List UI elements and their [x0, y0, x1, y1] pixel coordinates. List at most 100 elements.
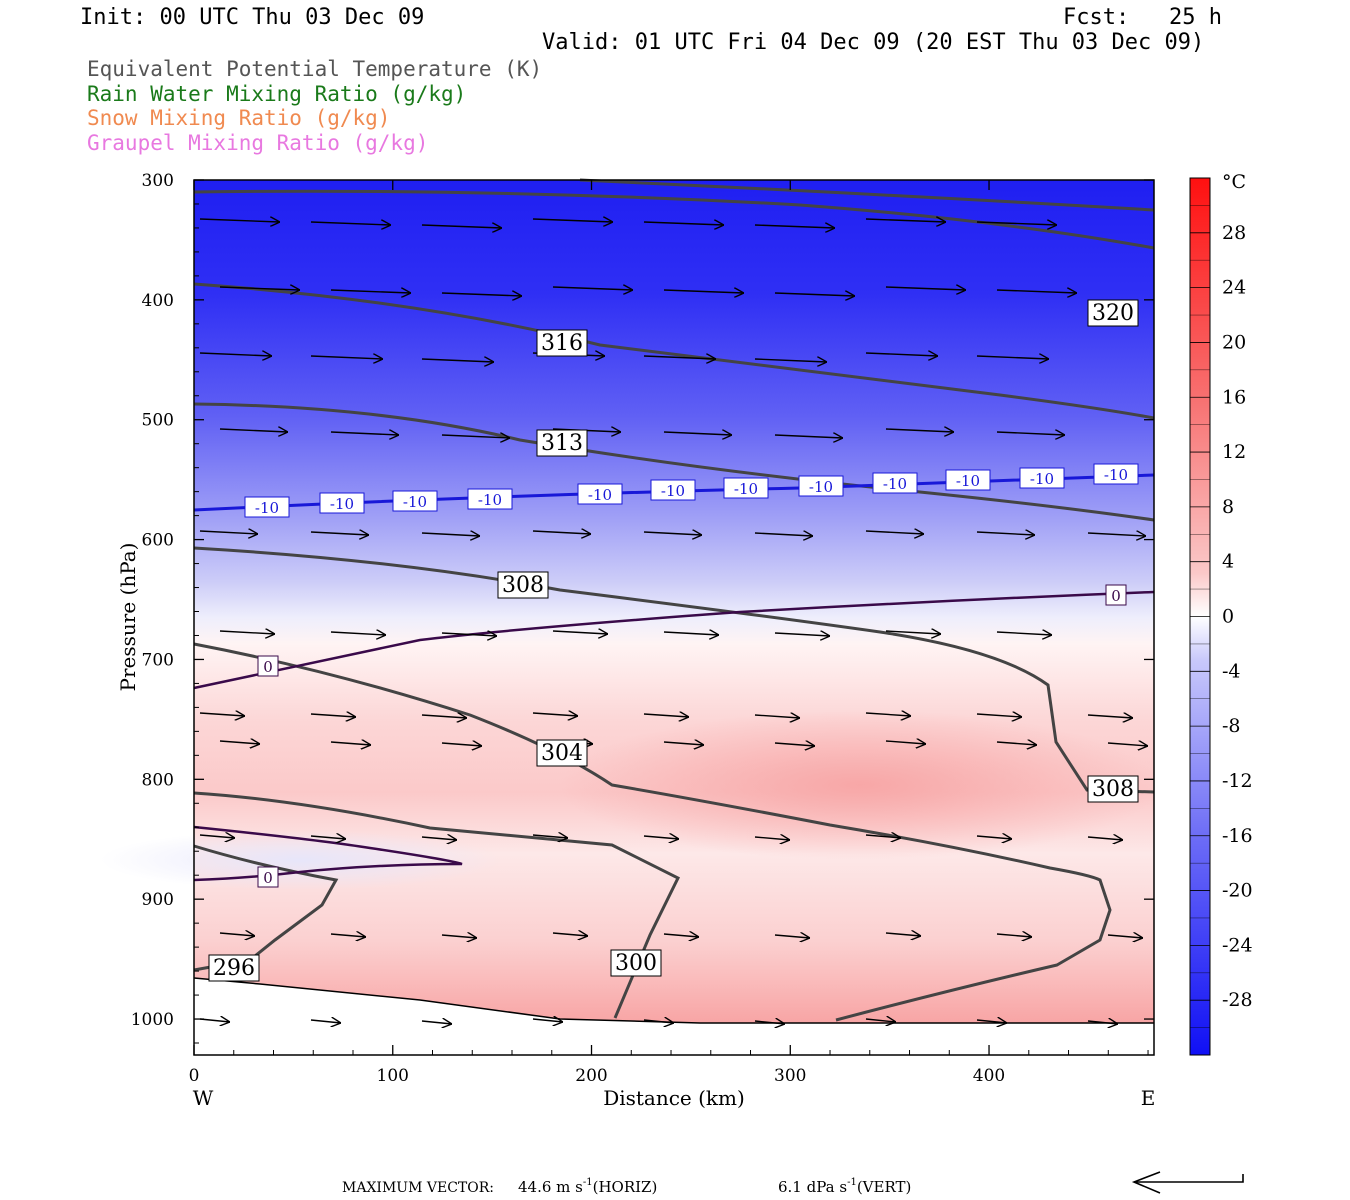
theta-e-contours — [193, 178, 1155, 1022]
colorbar-tick-label: 20 — [1222, 331, 1246, 353]
x-tick-label: 300 — [774, 1066, 806, 1086]
y-tick-label: 700 — [142, 650, 174, 670]
theta-e-contour-upper — [193, 189, 1155, 250]
wind-vector — [310, 356, 383, 359]
theta-e-label-box — [1087, 775, 1139, 803]
wind-vector — [1087, 837, 1123, 840]
y-tick-label: 600 — [142, 531, 174, 551]
wind-vector — [532, 531, 591, 534]
isotherm-label-box — [945, 469, 991, 491]
wind-vector — [532, 713, 578, 716]
colorbar-ticks: 28 24 20 16 12 8 4 0 -4 -8 -12 -16 -20 -24 -28 — [1190, 205, 1253, 1028]
isotherm-minus10-label: -10 — [330, 495, 354, 513]
wind-vector — [330, 934, 366, 937]
wind-vector — [421, 225, 502, 228]
wind-vector — [663, 632, 719, 635]
wind-vector — [996, 632, 1052, 635]
wind-vector — [996, 290, 1077, 293]
wind-vector — [552, 933, 588, 936]
y-axis: 300 400 500 600 700 800 900 1000 — [131, 171, 1154, 1044]
theta-e-label-box — [536, 429, 588, 457]
wind-vector — [663, 432, 732, 435]
isotherm-zero-label-box — [257, 866, 279, 888]
wind-vector — [976, 836, 1012, 839]
theta-e-label: 320 — [1092, 301, 1134, 326]
theta-e-label-box — [610, 949, 662, 977]
max-vector-horiz-value: 44.6 m s — [518, 1178, 583, 1196]
isotherm-minus10-label: -10 — [734, 480, 758, 498]
wind-vector — [1087, 533, 1146, 536]
wind-vector — [310, 222, 391, 225]
colorbar-tick-label: 12 — [1222, 441, 1246, 463]
wind-vector — [865, 353, 938, 356]
wind-vector — [532, 1019, 563, 1022]
isotherm-minus10-label: -10 — [255, 499, 279, 517]
wind-vector — [1107, 743, 1148, 746]
vert-exponent: -1 — [847, 1177, 857, 1188]
theta-e-label-box — [536, 739, 588, 767]
colorbar-tick-label: 4 — [1222, 551, 1234, 573]
wind-vector — [1087, 715, 1133, 718]
isotherm-zero-label: 0 — [263, 658, 273, 676]
isotherm-zero-label-box — [257, 655, 279, 677]
isotherm-minus10-label: -10 — [478, 491, 502, 509]
wind-vector — [976, 222, 1057, 225]
isotherm-zero-label: 0 — [263, 869, 273, 887]
wind-vector — [976, 1020, 1007, 1023]
wind-vector — [976, 356, 1049, 359]
x-tick-label: 400 — [973, 1066, 1005, 1086]
theta-e-label-box — [208, 954, 260, 982]
legend-snow: Snow Mixing Ratio (g/kg) — [87, 106, 391, 130]
wind-vector — [1087, 1021, 1118, 1024]
wind-vector — [754, 837, 790, 840]
y-tick-label: 500 — [142, 411, 174, 431]
isotherm-label-box — [577, 483, 623, 505]
max-vector-horizontal: 44.6 m s-1(HORIZ) — [518, 1177, 657, 1196]
isotherm-label-box — [319, 492, 365, 514]
wind-vector — [441, 743, 482, 746]
theta-e-label-box — [497, 571, 549, 599]
wind-vector — [643, 1020, 674, 1023]
terrain-mask — [194, 978, 1154, 1055]
isotherm-minus10-label: -10 — [1030, 470, 1054, 488]
isotherm-zero-label: 0 — [1111, 587, 1121, 605]
wind-vector — [552, 631, 608, 634]
wind-vector — [643, 356, 716, 359]
isotherm-zero-upper — [193, 590, 1155, 690]
wind-vector — [885, 741, 926, 744]
isotherm-label-box — [392, 490, 438, 512]
theta-e-label: 300 — [615, 951, 657, 976]
theta-e-contour-300 — [193, 791, 681, 1019]
colorbar-tick-label: 16 — [1222, 386, 1246, 408]
wind-vector — [421, 715, 467, 718]
wind-vector — [885, 429, 954, 432]
isotherm-zero-label-box — [1105, 584, 1127, 606]
wind-vector — [996, 742, 1037, 745]
wind-vector — [865, 531, 924, 534]
colorbar-tick-label: 0 — [1222, 606, 1234, 628]
cool-pocket-shading — [100, 830, 500, 890]
wind-vector — [421, 359, 494, 362]
wind-vector — [774, 633, 830, 636]
wind-vector — [532, 219, 613, 222]
theta-e-label: 308 — [502, 573, 544, 598]
isotherm-label-box — [872, 472, 918, 494]
wind-vector — [865, 835, 901, 838]
wind-vector — [199, 1019, 230, 1022]
colorbar-tick-label: 8 — [1222, 496, 1234, 518]
warm-core-shading — [560, 710, 1160, 860]
max-vector-vert-value: 6.1 dPa s — [778, 1178, 847, 1196]
wind-vector — [330, 632, 386, 635]
isotherm-label-box — [467, 488, 513, 510]
wind-vector — [885, 933, 921, 936]
horiz-exponent: -1 — [583, 1177, 593, 1188]
wind-vector — [976, 532, 1035, 535]
wind-vector — [532, 835, 568, 838]
wind-vector — [421, 837, 457, 840]
wind-vector — [754, 225, 835, 228]
isotherm-minus10-label: -10 — [809, 478, 833, 496]
isotherm-minus10-label: -10 — [403, 493, 427, 511]
isotherm-label-box — [798, 475, 844, 497]
wind-vector — [199, 713, 245, 716]
